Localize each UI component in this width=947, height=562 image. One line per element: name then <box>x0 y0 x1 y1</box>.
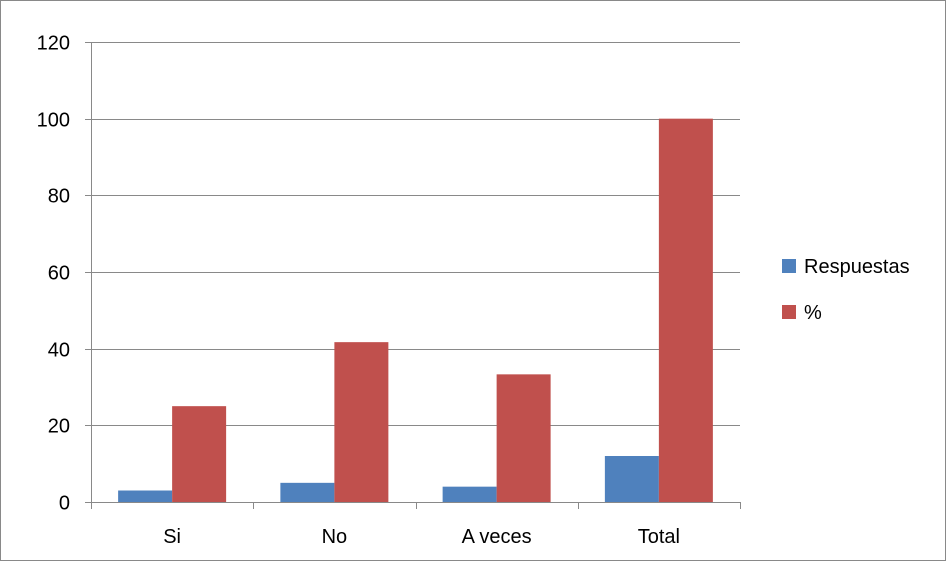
gridlines <box>91 42 740 426</box>
y-tick-label-100: 100 <box>37 110 70 132</box>
x-tick-label-si: Si <box>163 526 181 548</box>
legend-swatch-respuestas <box>782 259 796 273</box>
axes <box>85 42 741 509</box>
y-tick-label-60: 60 <box>48 263 70 285</box>
bar-respuestas-total <box>604 456 659 502</box>
y-tick-label-120: 120 <box>37 33 70 55</box>
bars <box>118 118 713 503</box>
legend-label-percent: % <box>804 302 822 324</box>
legend-label-respuestas: Respuestas <box>804 256 910 278</box>
y-tick-labels: 0 20 40 60 80 100 120 <box>37 33 70 515</box>
y-tick-label-0: 0 <box>59 493 70 515</box>
bar-percent-no <box>334 342 389 502</box>
y-tick-label-80: 80 <box>48 186 70 208</box>
bar-percent-si <box>172 406 227 502</box>
x-tick-label-a-veces: A veces <box>462 526 532 548</box>
bar-respuestas-no <box>280 482 335 502</box>
bar-percent-total <box>658 118 713 503</box>
x-tick-label-no: No <box>322 526 348 548</box>
bar-respuestas-si <box>118 490 173 502</box>
y-tick-label-40: 40 <box>48 340 70 362</box>
x-tick-labels: Si No A veces Total <box>163 526 680 548</box>
bar-respuestas-a-veces <box>442 486 497 502</box>
legend-swatch-percent <box>782 305 796 319</box>
y-tick-label-20: 20 <box>48 416 70 438</box>
legend: Respuestas% <box>782 256 910 324</box>
bar-percent-a-veces <box>496 374 551 502</box>
x-tick-label-total: Total <box>638 526 680 548</box>
